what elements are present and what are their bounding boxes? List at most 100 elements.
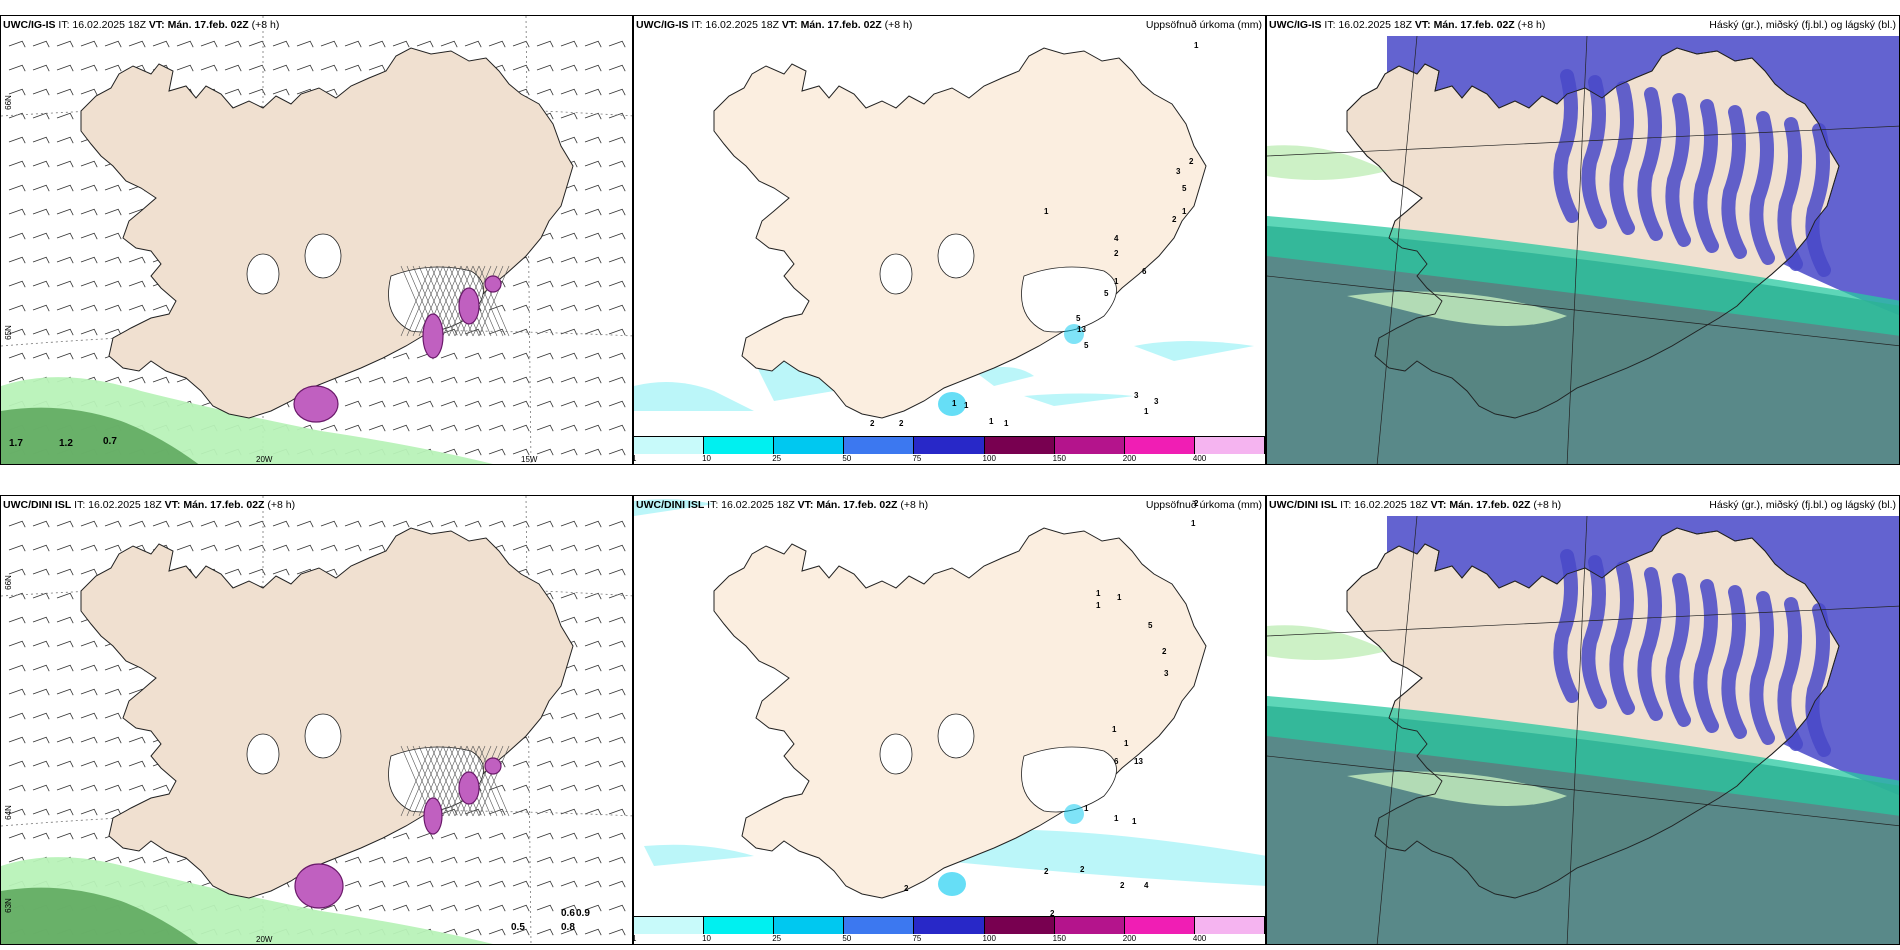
wind-panel-row1: UWC/IG-IS IT: 16.02.2025 18Z VT: Mán. 17… [0, 15, 633, 465]
colorbar-segment [1124, 437, 1195, 454]
precip-value-label: 3 [1134, 391, 1139, 400]
colorbar-ticks: 1 10 25 50 75 100 150 200 400 [634, 454, 1265, 464]
colorbar-segment [774, 917, 845, 934]
glacier-langjokull [304, 233, 342, 279]
precip-value-label: 1 [1044, 207, 1049, 216]
colorbar-segment [984, 917, 1055, 934]
snow-accumulation [422, 313, 444, 359]
panel-title: UWC/DINI ISL IT: 16.02.2025 18Z VT: Mán.… [1269, 499, 1562, 511]
colorbar-segment [844, 437, 915, 454]
colorbar-tick-label: 10 [702, 454, 712, 463]
coastline [1346, 47, 1840, 419]
colorbar-tick-label: 75 [912, 454, 922, 463]
snow-accumulation [423, 797, 443, 835]
colorbar-tick-label: 50 [842, 934, 852, 943]
glacier-langjokull [937, 233, 975, 279]
hatch-area [400, 265, 510, 337]
lat-label: 66N [3, 95, 13, 110]
precip-value-label: 3 [1154, 397, 1159, 406]
panel-title: UWC/DINI ISL IT: 16.02.2025 18Z VT: Mán.… [636, 499, 929, 511]
coastline [1346, 527, 1840, 899]
low-cloud-streak [1749, 111, 1775, 265]
glacier-hofsjokull [246, 733, 280, 775]
precip-value-label: 1 [1084, 804, 1089, 813]
precip-colorbar [634, 916, 1265, 934]
precip-core [938, 392, 966, 416]
low-cloud-streak [1805, 603, 1831, 757]
lon-label: 15W [521, 455, 538, 464]
lon-label: 20W [256, 935, 273, 944]
low-cloud-streak [1721, 105, 1747, 259]
colorbar-segment [634, 917, 705, 934]
precip-value-label: 3 [1164, 669, 1169, 678]
colorbar-tick-label: 1 [634, 934, 636, 943]
precip-map: 211115231161311122242321 [634, 499, 1265, 932]
cloud-title: Háský (gr.), miðský (fj.bl.) og lágský (… [1709, 19, 1896, 31]
precip-colorbar [634, 436, 1265, 454]
glacier-hofsjokull [246, 253, 280, 295]
precip-value-label: 2 [904, 884, 909, 893]
lat-label: 63N [3, 898, 13, 913]
glacier-vatnajokull [1021, 266, 1117, 333]
low-cloud-streak [1553, 549, 1579, 703]
wind-panel-row2: UWC/DINI ISL IT: 16.02.2025 18Z VT: Mán.… [0, 495, 633, 945]
precip-area [634, 382, 754, 411]
precip-value-label: 2 [1194, 499, 1199, 508]
colorbar-segment [1194, 437, 1265, 454]
colorbar-segment [704, 437, 775, 454]
colorbar-segment [704, 917, 775, 934]
wind-map: 0.5 0.6 0.80.9 [1, 496, 632, 944]
low-cloud-streak [1749, 591, 1775, 745]
panel-title: UWC/IG-IS IT: 16.02.2025 18Z VT: Mán. 17… [1269, 19, 1546, 31]
precip-value-label: 1 [1117, 593, 1122, 602]
green-value-label: 1.7 [9, 438, 23, 449]
precip-value-label: 1 [1114, 277, 1119, 286]
colorbar-tick-label: 25 [772, 934, 782, 943]
green-shading-dark [1, 407, 199, 464]
low-cloud-streak [1665, 573, 1691, 727]
precip-value-label: 13 [1077, 325, 1086, 334]
precip-value-label: 5 [1084, 341, 1089, 350]
iceland-land [80, 527, 574, 899]
low-cloud-streak [1637, 87, 1663, 241]
low-cloud-streak [1777, 597, 1803, 751]
colorbar-segment [1124, 917, 1195, 934]
precip-value-label: 2 [1114, 249, 1119, 258]
precip-value-label: 2 [1162, 647, 1167, 656]
low-cloud-streak [1637, 567, 1663, 721]
grid-lines [1267, 515, 1899, 944]
mid-cloud-light [1267, 145, 1387, 180]
precip-value-label: 1 [1191, 519, 1196, 528]
precip-value-label: 1 [1144, 407, 1149, 416]
precip-area [974, 367, 1034, 386]
colorbar-ticks: 1 10 25 50 75 100 150 200 400 [634, 934, 1265, 944]
colorbar-segment [634, 437, 705, 454]
snow-accumulation [294, 863, 344, 909]
colorbar-tick-label: 150 [1052, 454, 1067, 463]
panel-title: UWC/IG-IS IT: 16.02.2025 18Z VT: Mán. 17… [636, 19, 913, 31]
precip-value-label: 4 [1114, 234, 1119, 243]
mid-cloud-light [1347, 771, 1567, 806]
iceland-land [713, 527, 1207, 899]
precip-core [938, 872, 966, 896]
iceland-land [713, 47, 1207, 419]
glacier-langjokull [304, 713, 342, 759]
colorbar-segment [1054, 917, 1125, 934]
colorbar-segment [844, 917, 915, 934]
glacier-hofsjokull [879, 733, 913, 775]
precip-value-label: 1 [1112, 725, 1117, 734]
cloud-title: Háský (gr.), miðský (fj.bl.) og lágský (… [1709, 499, 1896, 511]
precip-value-label: 1 [1004, 419, 1009, 428]
lon-label: 20W [256, 455, 273, 464]
colorbar-tick-label: 50 [842, 454, 852, 463]
snow-accumulation [458, 287, 480, 325]
low-cloud-streak [1609, 561, 1635, 715]
colorbar-tick-label: 10 [702, 934, 712, 943]
colorbar-tick-label: 400 [1192, 934, 1207, 943]
precip-value-label: 1 [1096, 601, 1101, 610]
colorbar-tick-label: 400 [1192, 454, 1207, 463]
snow-accumulation [484, 757, 502, 775]
low-cloud-streak [1693, 579, 1719, 733]
precip-value-label: 1 [1114, 814, 1119, 823]
